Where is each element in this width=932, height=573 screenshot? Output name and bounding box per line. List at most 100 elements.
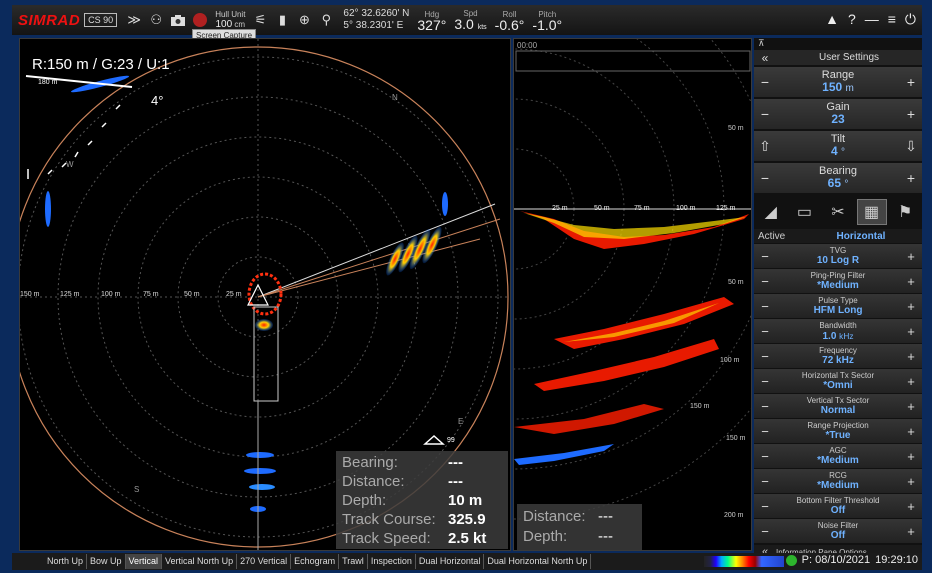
vertical-plot (514, 39, 751, 520)
alarm-icon[interactable]: ▲ (825, 11, 839, 27)
tab-inspection[interactable]: Inspection (368, 554, 416, 569)
histogram-icon[interactable]: ▮ (278, 12, 286, 27)
zoom-icon[interactable]: ⚲ (321, 12, 332, 27)
tab-vertical-north-up[interactable]: Vertical North Up (162, 554, 238, 569)
increase-button[interactable]: + (907, 523, 915, 539)
decrease-button[interactable]: − (761, 323, 769, 339)
increase-button[interactable]: + (907, 398, 915, 414)
increase-button[interactable]: + (907, 248, 915, 264)
setting-unit: ° (844, 179, 849, 190)
decrease-button[interactable]: − (761, 423, 769, 439)
minimize-icon[interactable]: — (864, 11, 879, 27)
info-readout: Bearing: --- Distance: --- Depth: 10 m Trac… (336, 451, 508, 549)
help-icon[interactable]: ? (847, 11, 856, 27)
decrease-button[interactable]: − (760, 74, 770, 90)
decrease-button[interactable]: − (761, 398, 769, 414)
power-icon[interactable]: ⏻ (904, 11, 916, 27)
readout-value: --- (448, 454, 463, 471)
tilt-down-button[interactable]: ⇩ (905, 137, 917, 154)
flag-icon[interactable]: ⚑ (898, 204, 913, 221)
decrease-button[interactable]: − (761, 523, 769, 539)
sonar-plot (20, 39, 510, 550)
vertical-sonar-view[interactable]: 00:00 25 m 50 m 75 m 100 m 125 m 50 m 50… (513, 38, 752, 551)
signal-icon[interactable]: ◢ (764, 204, 777, 221)
tools-icon[interactable]: ✂ (831, 204, 845, 221)
param-value: *Medium (817, 280, 859, 291)
vertical-echoes (514, 211, 749, 465)
increase-button[interactable]: + (906, 106, 916, 122)
tab-trawl[interactable]: Trawl (339, 554, 368, 569)
decrease-button[interactable]: − (761, 273, 769, 289)
range-label: 75 m (143, 291, 159, 298)
increase-button[interactable]: + (907, 473, 915, 489)
decrease-button[interactable]: − (761, 448, 769, 464)
roll-value: -0.6° (494, 17, 525, 33)
tab-bow-up[interactable]: Bow Up (87, 554, 126, 569)
decrease-button[interactable]: − (760, 106, 770, 122)
param-label: AGC (829, 446, 847, 455)
hull-unit[interactable]: Hull Unit 100 cm (215, 10, 245, 30)
range-label: 75 m (634, 205, 650, 212)
collapse-icon[interactable]: « (761, 50, 769, 65)
decrease-button[interactable]: − (760, 170, 770, 186)
settings-panel: ⊼ « User Settings − Range 150 m + − Gain 23… (754, 38, 922, 559)
user-settings-header[interactable]: « User Settings (754, 50, 922, 65)
tab-vertical[interactable]: Vertical (125, 554, 163, 569)
increase-button[interactable]: + (907, 298, 915, 314)
decrease-button[interactable]: − (761, 248, 769, 264)
readout-value: 2.5 kt (448, 530, 487, 547)
display-icon[interactable]: ▭ (796, 204, 812, 221)
increase-button[interactable]: + (907, 323, 915, 339)
decrease-button[interactable]: − (761, 473, 769, 489)
ticker-strip: 00:00 (517, 41, 587, 65)
param-label: RCG (829, 471, 847, 480)
setting-label: Gain (826, 101, 850, 113)
decrease-button[interactable]: − (761, 298, 769, 314)
range-label: 25 m (226, 291, 242, 298)
tab-dual-horizontal-north-up[interactable]: Dual Horizontal North Up (484, 554, 592, 569)
param-label: Noise Filter (817, 521, 859, 530)
param-value: 1.0 (822, 330, 837, 342)
decrease-button[interactable]: − (761, 373, 769, 389)
readout-row: Bearing: --- (342, 453, 502, 472)
chevron-down-icon[interactable]: ≫ (127, 12, 141, 27)
target-icon[interactable]: ⊕ (298, 12, 310, 27)
tab-dual-horizontal[interactable]: Dual Horizontal (416, 554, 485, 569)
increase-button[interactable]: + (907, 373, 915, 389)
layout-icon[interactable]: ▦ (856, 199, 887, 225)
roll-readout: Roll -0.6° (494, 9, 525, 33)
sounder-icon[interactable]: ⚟ (254, 12, 267, 27)
binoculars-icon[interactable]: ⚇ (150, 12, 163, 27)
param-label: Bandwidth (819, 320, 857, 330)
readout-key: Depth: (523, 528, 568, 545)
tilt-up-button[interactable]: ⇧ (759, 137, 771, 154)
collapse-icon[interactable]: « (761, 546, 769, 558)
increase-button[interactable]: + (907, 348, 915, 364)
waypoint-marker[interactable] (423, 434, 445, 445)
increase-button[interactable]: + (907, 273, 915, 289)
increase-button[interactable]: + (907, 423, 915, 439)
readout-row: Distance: --- (523, 507, 636, 527)
horizontal-sonar-view[interactable]: R:150 m / G:23 / U:1 180 m 4° N E S W 99… (19, 38, 511, 551)
decrease-button[interactable]: − (761, 498, 769, 514)
increase-button[interactable]: + (907, 498, 915, 514)
param-row: − Noise Filter Off + (754, 519, 922, 543)
hull-unit-label: Hull Unit (215, 10, 246, 19)
decrease-button[interactable]: − (761, 348, 769, 364)
tab-270-vertical[interactable]: 270 Vertical (237, 554, 292, 569)
model-badge: CS 90 (84, 13, 118, 27)
increase-button[interactable]: + (906, 74, 916, 90)
record-icon[interactable] (189, 9, 211, 31)
beam-edge-line (257, 238, 481, 298)
tab-echogram[interactable]: Echogram (291, 554, 340, 569)
camera-icon[interactable] (167, 9, 189, 31)
tab-north-up[interactable]: North Up (44, 554, 88, 569)
pin-icon[interactable]: ⊼ (758, 38, 765, 48)
increase-button[interactable]: + (906, 170, 916, 186)
pitch-readout: Pitch -1.0° (532, 9, 562, 32)
menu-icon[interactable]: ≡ (887, 11, 896, 27)
color-palette-bar[interactable] (704, 556, 784, 567)
speed-readout: Spd 3.0 kts (454, 8, 486, 33)
increase-button[interactable]: + (907, 448, 915, 464)
readout-value: 10 m (448, 492, 483, 509)
